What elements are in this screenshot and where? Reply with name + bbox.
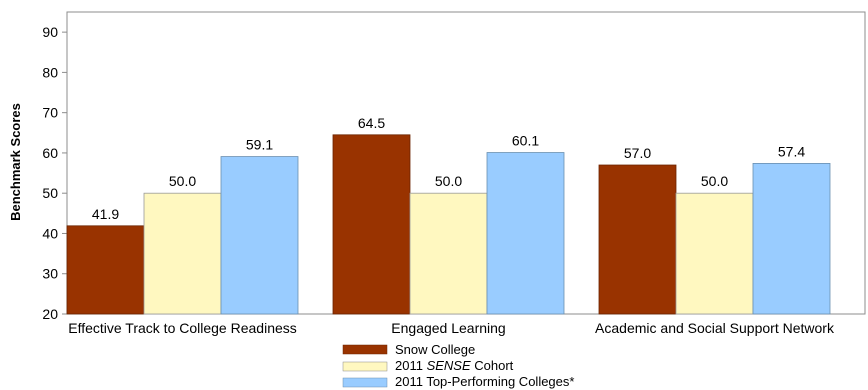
data-label: 50.0 — [701, 173, 728, 189]
data-label: 57.4 — [778, 143, 805, 159]
bar — [66, 225, 145, 315]
data-label: 64.5 — [358, 115, 385, 131]
y-tick-label: 80 — [42, 64, 58, 80]
legend-swatch-sense-cohort — [342, 361, 388, 372]
legend-swatch-top-performing — [342, 377, 388, 388]
x-category-label: Effective Track to College Readiness — [68, 320, 297, 336]
legend: Snow College 2011 SENSE Cohort 2011 Top-… — [342, 342, 574, 389]
data-label: 41.9 — [92, 206, 119, 222]
y-tick-label: 50 — [42, 185, 58, 201]
y-tick-label: 70 — [42, 105, 58, 121]
bar — [143, 192, 222, 315]
data-label: 50.0 — [435, 173, 462, 189]
y-tick-label: 90 — [42, 24, 58, 40]
y-tick-label: 30 — [42, 266, 58, 282]
y-tick-label: 40 — [42, 225, 58, 241]
data-label: 59.1 — [246, 137, 273, 153]
y-axis-label: Benchmark Scores — [8, 103, 23, 221]
bar — [332, 134, 411, 315]
y-tick-label: 20 — [42, 306, 58, 322]
data-label: 57.0 — [624, 145, 651, 161]
bar — [752, 163, 831, 315]
legend-label-sense-cohort: 2011 SENSE Cohort — [395, 358, 514, 373]
y-tick-label: 60 — [42, 145, 58, 161]
x-category-label: Academic and Social Support Network — [595, 320, 835, 336]
data-label: 60.1 — [512, 133, 539, 149]
bar — [598, 164, 677, 315]
bar — [409, 192, 488, 315]
legend-label-sense-prefix: 2011 — [395, 358, 427, 373]
x-category-label: Engaged Learning — [391, 320, 505, 336]
legend-label-snow-college: Snow College — [395, 342, 475, 357]
bar — [220, 156, 299, 315]
legend-label-sense-italic: SENSE — [427, 358, 471, 373]
bar — [486, 152, 565, 315]
bar — [675, 192, 754, 315]
data-label: 50.0 — [169, 173, 196, 189]
legend-swatch-snow-college — [342, 344, 388, 355]
legend-label-sense-suffix: Cohort — [471, 358, 514, 373]
legend-label-top-performing: 2011 Top-Performing Colleges* — [395, 374, 574, 389]
